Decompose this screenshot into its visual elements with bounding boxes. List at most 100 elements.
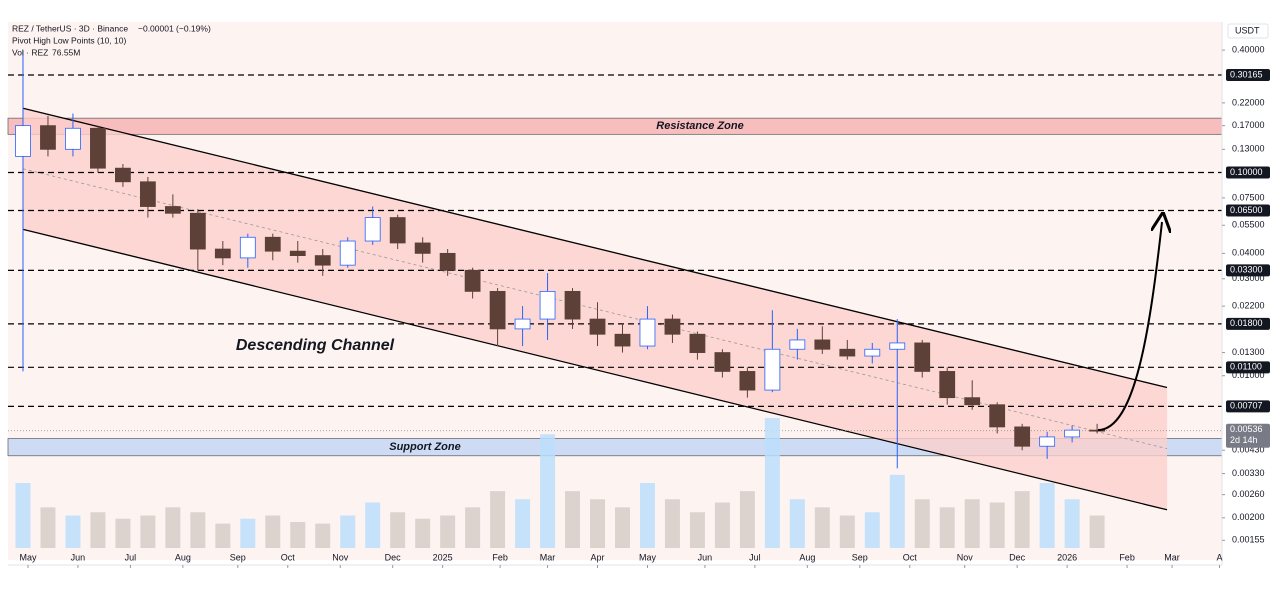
y-tick-label: 0.01300 bbox=[1232, 347, 1265, 357]
volume-bar bbox=[540, 434, 556, 548]
volume-bar bbox=[689, 512, 705, 548]
x-tick-label: Dec bbox=[385, 552, 402, 562]
volume-bar bbox=[889, 474, 905, 548]
volume-bar bbox=[939, 507, 955, 548]
candle-body bbox=[1014, 426, 1031, 447]
candle-body bbox=[539, 290, 556, 320]
candle-body bbox=[90, 127, 106, 169]
volume-bar bbox=[290, 522, 306, 548]
volume-bar bbox=[415, 518, 431, 548]
x-tick-label: Jul bbox=[749, 552, 761, 562]
candle-body bbox=[289, 250, 306, 256]
x-tick-label: Feb bbox=[1119, 552, 1135, 562]
volume-bar bbox=[1014, 491, 1030, 548]
candle-body bbox=[739, 371, 756, 391]
y-tick-label: 0.00200 bbox=[1232, 512, 1265, 522]
volume-bar bbox=[240, 518, 256, 548]
zone bbox=[7, 117, 1223, 135]
volume-bar bbox=[764, 418, 780, 548]
candle-body bbox=[439, 252, 456, 271]
volume-bar bbox=[65, 515, 81, 548]
y-tick-label: 0.22000 bbox=[1232, 97, 1265, 107]
x-tick-label: Aug bbox=[799, 552, 815, 562]
y-tick-label: 0.07500 bbox=[1232, 192, 1265, 202]
volume-bar bbox=[789, 499, 805, 548]
x-tick-label: Apr bbox=[591, 552, 605, 562]
candle-body bbox=[964, 397, 981, 406]
candle-body bbox=[40, 125, 56, 150]
candle-body bbox=[689, 333, 706, 353]
level-box bbox=[1226, 361, 1270, 374]
volume-bar bbox=[864, 512, 880, 548]
level-label: 0.00707 bbox=[1230, 401, 1263, 411]
x-tick-label: Sep bbox=[852, 552, 868, 562]
candle-body bbox=[1089, 429, 1105, 432]
volume-bar bbox=[914, 499, 930, 548]
candle-body bbox=[189, 212, 206, 250]
y-tick-label: 0.13000 bbox=[1232, 144, 1265, 154]
symbol-title: REZ / TetherUS · 3D · Binance bbox=[12, 23, 128, 33]
volume-bar bbox=[440, 515, 456, 548]
y-tick-label: 0.02200 bbox=[1232, 301, 1265, 311]
zone-label: Support Zone bbox=[389, 441, 461, 453]
level-box bbox=[1226, 69, 1270, 82]
volume-bar bbox=[465, 507, 481, 548]
volume-value: 76.55M bbox=[52, 47, 80, 57]
volume-bar bbox=[115, 518, 131, 548]
x-tick-label: A bbox=[1216, 552, 1222, 562]
volume-title: Vol · REZ bbox=[12, 47, 48, 57]
y-tick-label: 0.04000 bbox=[1232, 248, 1265, 258]
channel-label: Descending Channel bbox=[236, 337, 395, 354]
candle-body bbox=[564, 290, 581, 320]
candle-body bbox=[414, 242, 431, 254]
volume-bar bbox=[15, 483, 31, 548]
y-tick-label: 0.00430 bbox=[1232, 445, 1265, 455]
volume-bar bbox=[1039, 483, 1055, 548]
level-label: 0.03300 bbox=[1230, 265, 1263, 275]
projection-arrow bbox=[1097, 222, 1162, 431]
zone-label: Resistance Zone bbox=[656, 120, 743, 132]
currency-box[interactable] bbox=[1227, 23, 1269, 39]
candle-body bbox=[489, 290, 506, 330]
x-tick-label: May bbox=[639, 552, 657, 562]
y-tick-label: 0.01000 bbox=[1232, 370, 1265, 380]
candle-body bbox=[15, 125, 31, 157]
candle-body bbox=[714, 352, 731, 372]
candle-body bbox=[789, 339, 806, 350]
candle-body bbox=[764, 348, 781, 391]
volume-bar bbox=[590, 499, 606, 548]
x-tick-label: Mar bbox=[1164, 552, 1180, 562]
volume-bar bbox=[615, 507, 630, 548]
level-box bbox=[1226, 204, 1270, 217]
level-box bbox=[1226, 400, 1270, 413]
candle-body bbox=[839, 348, 856, 357]
level-label: 0.06500 bbox=[1230, 205, 1263, 215]
candle-body bbox=[614, 333, 631, 347]
level-label: 0.01800 bbox=[1230, 318, 1263, 328]
level-label: 0.01100 bbox=[1230, 362, 1262, 372]
volume-bar bbox=[989, 502, 1005, 548]
candle-body bbox=[264, 236, 281, 252]
y-tick-label: 0.00330 bbox=[1232, 468, 1265, 478]
last-price-box bbox=[1226, 423, 1270, 448]
volume-bar bbox=[490, 491, 506, 548]
x-tick-label: 2025 bbox=[433, 552, 453, 562]
volume-bar bbox=[664, 499, 680, 548]
volume-bar bbox=[315, 523, 331, 548]
y-tick-label: 0.00155 bbox=[1232, 535, 1265, 545]
x-tick-label: Dec bbox=[1009, 552, 1026, 562]
x-tick-label: Oct bbox=[281, 552, 296, 562]
volume-bar bbox=[814, 507, 830, 548]
candle-body bbox=[914, 342, 931, 372]
candle-body bbox=[115, 167, 131, 183]
volume-bar bbox=[165, 507, 181, 548]
volume-bar bbox=[515, 499, 531, 548]
y-tick-label: 0.00260 bbox=[1232, 489, 1265, 499]
y-tick-label: 0.03000 bbox=[1232, 273, 1265, 283]
currency: USDT bbox=[1235, 25, 1260, 35]
x-tick-label: Jun bbox=[698, 552, 713, 562]
candle-body bbox=[139, 181, 156, 207]
candle-body bbox=[664, 318, 681, 335]
x-tick-label: Jul bbox=[125, 552, 137, 562]
